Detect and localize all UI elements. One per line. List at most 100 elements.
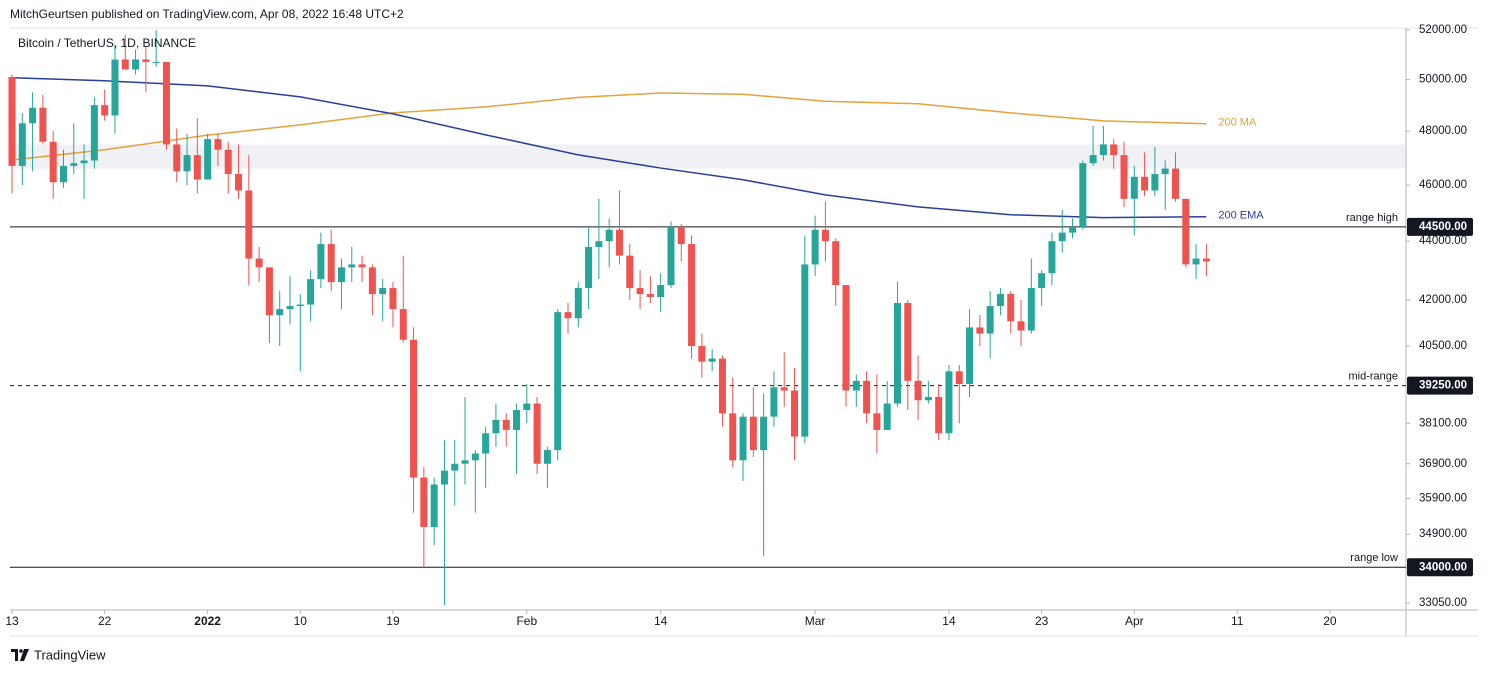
level-price-label: 44500.00: [1419, 221, 1467, 233]
candle-body: [193, 155, 201, 180]
x-tick-label: Mar: [805, 614, 826, 628]
candle-body: [1110, 144, 1118, 156]
indicator-line: [11, 92, 1207, 161]
candle-body: [914, 380, 922, 401]
candle-body: [49, 141, 57, 183]
candle-body: [852, 380, 860, 391]
candle-body: [801, 264, 809, 437]
candle-body: [1202, 258, 1210, 262]
candle-body: [739, 416, 747, 461]
x-tick-label: 14: [654, 614, 668, 628]
y-tick-label: 48000.00: [1419, 125, 1467, 137]
candle-body: [492, 419, 500, 434]
zone: [10, 144, 1405, 169]
plot: range high mid-range range low 200 MA 200 EM…: [8, 29, 1406, 606]
y-tick-label: 35900.00: [1419, 493, 1467, 505]
candle-body: [564, 312, 572, 319]
candle-body: [121, 59, 129, 70]
level-price-box: [1407, 376, 1473, 395]
y-tick-label: 38100.00: [1419, 417, 1467, 429]
candle-body: [440, 470, 448, 485]
candle-body: [636, 288, 644, 295]
indicator-label: 200 EMA: [1218, 210, 1264, 222]
candle-body: [1089, 155, 1097, 164]
candle-body: [173, 144, 181, 172]
candle-body: [111, 59, 119, 116]
candle-body: [162, 61, 170, 145]
candle-body: [214, 139, 222, 150]
candle-body: [80, 160, 88, 164]
candle-body: [420, 477, 428, 527]
candle-body: [255, 258, 263, 268]
candle-body: [667, 226, 675, 286]
candle-body: [513, 410, 521, 430]
candle-body: [688, 244, 696, 347]
level-label: range low: [1350, 552, 1398, 564]
x-tick-label: 2022: [194, 614, 221, 628]
candle-body: [183, 155, 191, 172]
candle-body: [1027, 288, 1035, 331]
candle-body: [966, 327, 974, 385]
y-tick-label: 42000.00: [1419, 294, 1467, 306]
level-price-box: [1407, 217, 1473, 236]
level-price-label: 39250.00: [1419, 380, 1467, 392]
candle-body: [379, 288, 387, 295]
candle-body: [935, 396, 943, 434]
candle-body: [502, 419, 510, 430]
candle-body: [708, 358, 716, 362]
candle-body: [893, 303, 901, 404]
candle-body: [554, 312, 562, 451]
candle-body: [904, 303, 912, 381]
candle-body: [410, 339, 418, 478]
published-line: MitchGeurtsen published on TradingView.c…: [10, 7, 404, 21]
candle-body: [976, 327, 984, 334]
candle-body: [265, 267, 273, 316]
x-tick-label: 14: [942, 614, 956, 628]
candle-body: [646, 294, 654, 298]
y-tick-label: 52000.00: [1419, 24, 1467, 36]
candle-body: [863, 380, 871, 414]
candle-body: [791, 390, 799, 437]
candle-body: [945, 371, 953, 434]
candle-body: [142, 59, 150, 62]
candle-body: [70, 163, 78, 166]
candle-body: [482, 433, 490, 454]
level-price-label: 34000.00: [1419, 561, 1467, 573]
candle-body: [204, 139, 212, 180]
candle-body: [523, 403, 531, 411]
candle-body: [245, 190, 253, 259]
candle-body: [430, 484, 438, 527]
candle-body: [18, 123, 26, 166]
candle-body: [1192, 258, 1200, 265]
indicator-label: 200 MA: [1218, 117, 1257, 129]
candle-body: [399, 309, 407, 340]
candle-body: [543, 450, 551, 464]
candle-body: [101, 105, 109, 116]
candle-body: [657, 285, 665, 298]
candle-body: [626, 255, 634, 289]
candle-body: [811, 229, 819, 265]
candle-body: [595, 241, 603, 247]
candle-body: [368, 267, 376, 295]
candle-body: [955, 371, 963, 385]
candle-body: [317, 244, 325, 280]
candle-body: [1130, 176, 1138, 199]
candle-body: [461, 460, 469, 464]
x-tick-label: 10: [294, 614, 308, 628]
candle-body: [348, 264, 356, 268]
candle-body: [29, 107, 37, 124]
candle-body: [533, 403, 541, 464]
candle-body: [8, 77, 16, 166]
y-tick-label: 33050.00: [1419, 597, 1467, 609]
candle-body: [235, 174, 243, 191]
candle-body: [451, 463, 459, 471]
candle-body: [986, 306, 994, 334]
candle-body: [924, 396, 932, 401]
candle-body: [1151, 174, 1159, 191]
candle-body: [1141, 176, 1149, 191]
candle-body: [358, 264, 366, 268]
x-tick-label: Apr: [1125, 614, 1144, 628]
